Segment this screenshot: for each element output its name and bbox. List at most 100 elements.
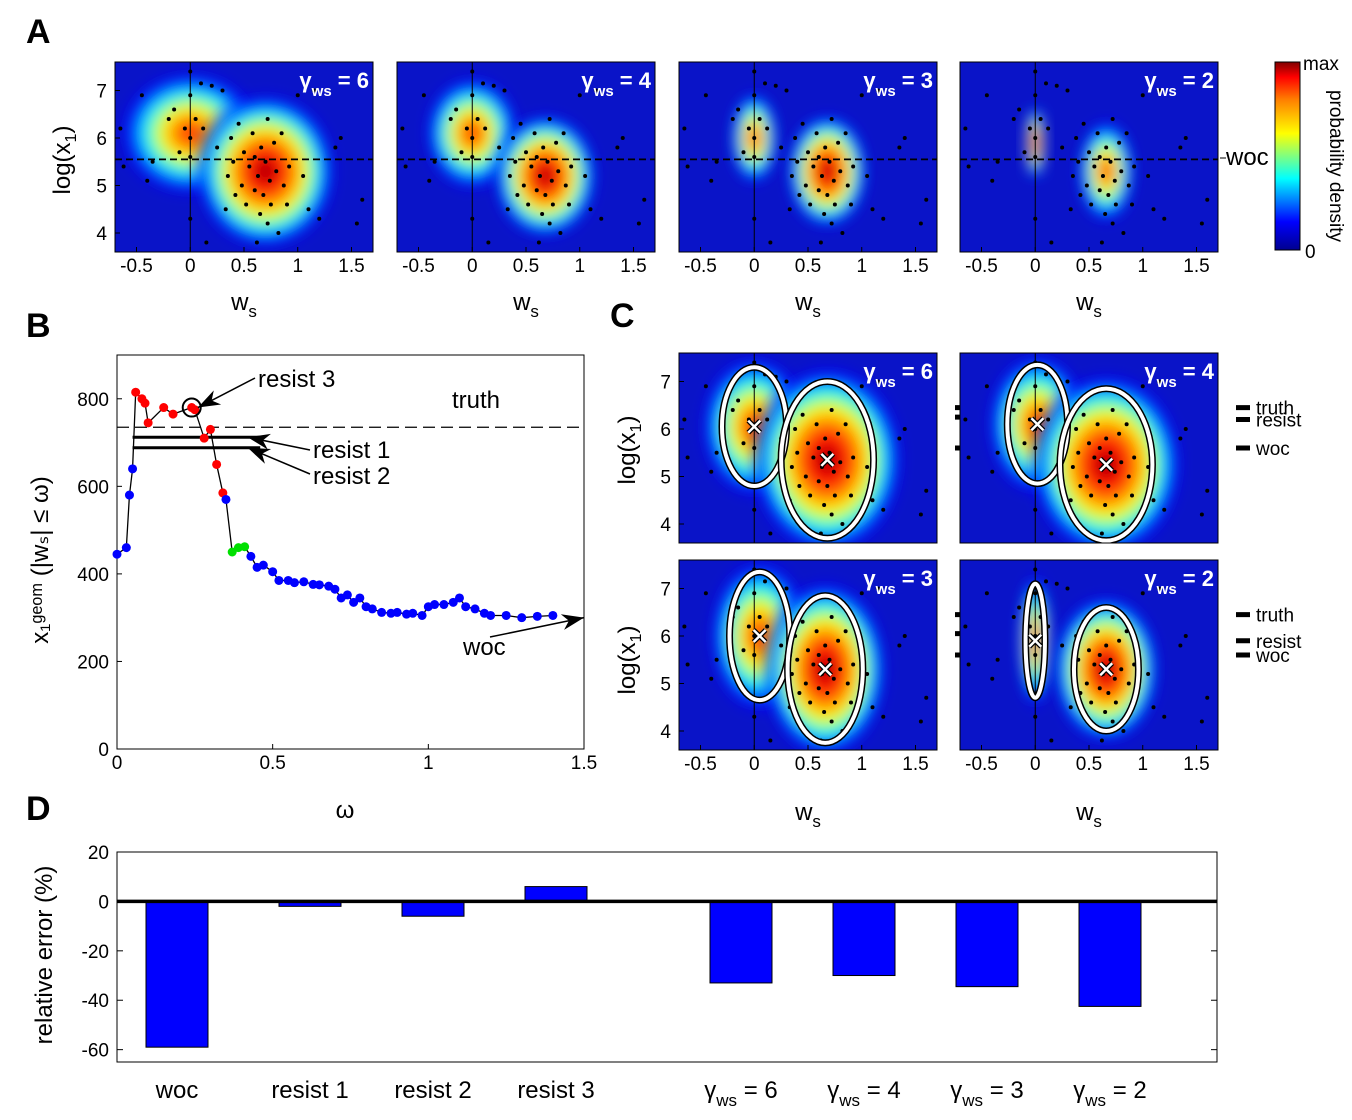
panel-c-xtick-label: -0.5	[684, 754, 717, 775]
data-point	[825, 691, 830, 695]
data-point	[843, 131, 848, 136]
data-point	[682, 624, 687, 629]
data-point	[823, 643, 828, 648]
data-point	[1065, 586, 1070, 591]
data-point	[822, 503, 827, 507]
annot-resist2: resist 2	[313, 463, 390, 490]
data-point	[840, 522, 845, 526]
data-point	[1068, 207, 1073, 212]
panel-b-xlabel: ω	[336, 797, 355, 824]
data-point	[1087, 648, 1091, 653]
panel-b-ytick-label: 400	[77, 565, 109, 586]
data-point	[470, 136, 475, 140]
panel-c-xtick-label: 1	[1137, 754, 1148, 775]
panel-c-xtick-label: 0	[1030, 754, 1041, 775]
data-point	[330, 584, 340, 594]
data-point	[470, 93, 475, 98]
data-point	[1124, 422, 1129, 427]
data-point	[543, 193, 548, 197]
data-point	[709, 469, 714, 474]
data-point	[1092, 455, 1097, 460]
panel-c-ytick-label: 7	[660, 373, 671, 394]
gamma-label: γws = 6	[299, 68, 369, 100]
data-point	[1095, 422, 1100, 427]
data-point	[577, 93, 582, 98]
panel-c-3-field	[960, 560, 1218, 750]
data-point	[736, 605, 741, 610]
data-point	[685, 455, 690, 460]
data-point	[1121, 522, 1126, 526]
data-point	[797, 193, 802, 197]
data-point	[1068, 705, 1073, 710]
data-point	[752, 653, 757, 657]
data-point	[768, 738, 773, 743]
data-point	[831, 178, 836, 183]
data-point	[1017, 398, 1022, 403]
bar	[401, 900, 465, 917]
data-point	[918, 221, 923, 226]
panel-d-ytick-label: 0	[98, 892, 109, 913]
data-point	[1033, 507, 1038, 512]
data-point	[881, 216, 886, 221]
data-point	[534, 155, 539, 159]
annot-resist1: resist 1	[313, 437, 390, 464]
data-point	[811, 662, 816, 667]
gamma-label: γws = 2	[1144, 68, 1214, 100]
panel-a-xtick-label: 0.5	[231, 256, 257, 277]
panel-c-frame	[678, 352, 938, 544]
data-point	[1110, 615, 1115, 619]
panel-d-ytick-label: 20	[88, 843, 109, 864]
data-point	[829, 117, 834, 121]
panel-c-2-field	[679, 560, 937, 750]
data-point	[599, 216, 604, 221]
data-point	[703, 384, 708, 389]
data-point	[124, 490, 134, 500]
data-point	[240, 542, 250, 552]
data-point	[1110, 408, 1115, 412]
data-point	[470, 69, 475, 74]
data-point	[1151, 498, 1156, 503]
data-point	[746, 126, 751, 131]
cluster-ellipse	[779, 379, 876, 541]
data-point	[806, 150, 810, 155]
data-point	[836, 140, 841, 145]
data-point	[1119, 169, 1124, 174]
data-point	[225, 174, 230, 178]
data-point	[541, 145, 546, 150]
data-point	[636, 221, 641, 226]
panel-a-0-field	[115, 62, 373, 252]
panel-c-0-field	[679, 353, 937, 543]
bar-category-label: resist 3	[517, 1077, 594, 1104]
data-point	[1108, 159, 1113, 164]
data-point	[832, 202, 837, 207]
data-point	[849, 202, 853, 207]
data-point	[1103, 710, 1108, 714]
data-point	[227, 547, 237, 557]
data-point	[1205, 695, 1210, 700]
panel-b-xtick-label: 1	[423, 753, 434, 774]
panel-b-ylabel: x₁ᵍᵉᵒᵐ (|wₛ| ≤ ω)	[27, 476, 54, 644]
panel-c-ytick-label: 6	[660, 627, 671, 648]
data-point	[757, 408, 762, 412]
panel-a-xtick-label: 1.5	[620, 256, 646, 277]
data-point	[825, 193, 830, 197]
data-point	[1156, 379, 1161, 384]
panel-b-plot: 0 0.5 1 1.5 0 200 400 600 800	[77, 354, 597, 774]
data-point	[121, 543, 131, 553]
data-point	[1130, 493, 1134, 498]
data-point	[461, 602, 471, 612]
data-point	[832, 493, 837, 498]
panel-b-ytick-label: 800	[77, 390, 109, 411]
data-point	[1104, 436, 1109, 441]
data-point	[201, 126, 206, 131]
data-point	[1044, 579, 1048, 584]
data-point	[752, 216, 757, 221]
data-point	[299, 577, 309, 587]
data-point	[827, 657, 832, 662]
bar-category-label: γws = 2	[1073, 1077, 1146, 1110]
data-point	[246, 551, 256, 561]
data-point	[822, 710, 827, 714]
data-point	[1011, 117, 1016, 121]
data-point	[1033, 446, 1038, 450]
data-point	[188, 93, 193, 98]
